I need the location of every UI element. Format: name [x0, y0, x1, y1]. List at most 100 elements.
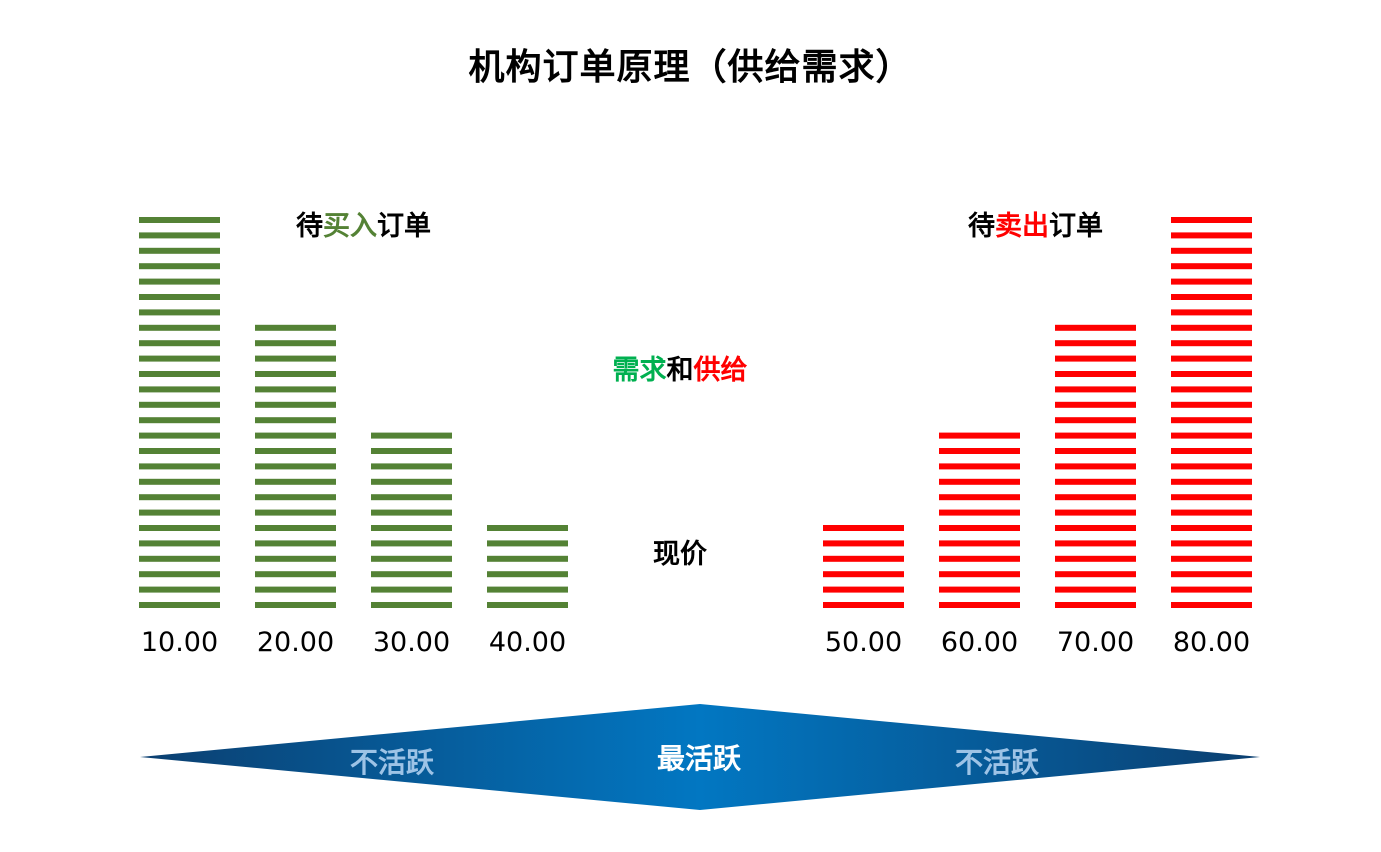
- buy-order-stack: [255, 324, 336, 608]
- sell-order-bar: [1055, 340, 1136, 347]
- page-title: 机构订单原理（供给需求）: [468, 47, 913, 88]
- buy-order-bar: [139, 309, 220, 316]
- sell-order-bar: [939, 571, 1020, 578]
- sell-order-bar: [1055, 463, 1136, 470]
- buy-order-bar: [139, 371, 220, 377]
- buy-order-bar: [139, 432, 220, 439]
- most-active-label: 最活跃: [656, 742, 741, 775]
- buy-order-bar: [139, 247, 220, 254]
- sell-order-bar: [1171, 340, 1252, 347]
- buy-order-bar: [139, 355, 220, 362]
- buy-order-bar: [371, 571, 452, 578]
- buy-order-bar: [139, 217, 220, 223]
- inactive-left-label: 不活跃: [349, 746, 434, 779]
- sell-order-bar: [1171, 232, 1252, 239]
- sell-order-bar: [1171, 309, 1252, 316]
- sell-order-bar: [1171, 217, 1252, 223]
- buy-order-bar: [487, 555, 568, 562]
- buy-order-bar: [371, 478, 452, 485]
- sell-order-bar: [1055, 355, 1136, 362]
- buy-order-bar: [255, 340, 336, 347]
- sell-order-bar: [1055, 525, 1136, 531]
- buy-order-bar: [139, 386, 220, 393]
- buy-order-bar: [139, 278, 220, 285]
- sell-order-bar: [939, 478, 1020, 485]
- demand-supply-label: 需求和供给: [612, 355, 748, 386]
- buy-order-bar: [255, 478, 336, 485]
- buy-order-bar: [371, 540, 452, 547]
- buy-order-bar: [139, 324, 220, 331]
- buy-order-bar: [139, 478, 220, 485]
- buy-order-bar: [139, 602, 220, 608]
- sell-order-bar: [939, 494, 1020, 501]
- price-tick-label: 80.00: [1172, 627, 1251, 658]
- sell-order-stack: [1171, 217, 1252, 608]
- buy-order-bar: [139, 509, 220, 516]
- buy-order-bar: [139, 417, 220, 424]
- buy-order-bar: [139, 586, 220, 593]
- buy-order-bar: [255, 494, 336, 501]
- buy-order-bar: [255, 540, 336, 547]
- sell-order-bar: [1171, 294, 1252, 300]
- sell-order-bar: [1055, 324, 1136, 331]
- sell-order-bar: [939, 602, 1020, 608]
- sell-order-bar: [1171, 602, 1252, 608]
- buy-order-bar: [255, 324, 336, 331]
- activity-banner: [140, 704, 1260, 810]
- sell-order-bar: [1171, 355, 1252, 362]
- price-tick-label: 60.00: [940, 627, 1019, 658]
- sell-order-bar: [939, 509, 1020, 516]
- sell-order-stack: [939, 432, 1020, 608]
- price-tick-label: 10.00: [140, 627, 219, 658]
- sell-order-bar: [823, 571, 904, 578]
- sell-order-bar: [939, 586, 1020, 593]
- buy-order-stack: [487, 525, 568, 608]
- sell-order-bar: [939, 540, 1020, 547]
- buy-order-stack: [371, 432, 452, 608]
- buy-order-bar: [371, 432, 452, 439]
- buy-order-bar: [371, 509, 452, 516]
- buy-order-bar: [371, 525, 452, 531]
- sell-order-bar: [1055, 540, 1136, 547]
- sell-order-bar: [1171, 247, 1252, 254]
- buy-order-bar: [487, 525, 568, 531]
- buy-order-bar: [139, 340, 220, 347]
- buy-order-bar: [139, 571, 220, 578]
- sell-order-bar: [1171, 540, 1252, 547]
- sell-order-bar: [1171, 401, 1252, 408]
- sell-order-bar: [1171, 263, 1252, 270]
- sell-order-bar: [1171, 525, 1252, 531]
- sell-order-bar: [1171, 478, 1252, 485]
- buy-order-bar: [487, 602, 568, 608]
- buy-order-bar: [487, 586, 568, 593]
- buy-order-bar: [371, 448, 452, 454]
- buy-order-bar: [255, 401, 336, 408]
- buy-order-bar: [371, 602, 452, 608]
- sell-order-bar: [1055, 432, 1136, 439]
- sell-order-bar: [823, 540, 904, 547]
- buy-order-bar: [255, 371, 336, 377]
- inactive-right-label: 不活跃: [954, 746, 1039, 779]
- buy-order-bar: [255, 463, 336, 470]
- sell-order-bar: [1171, 509, 1252, 516]
- buy-order-bar: [139, 263, 220, 270]
- sell-order-bar: [1171, 386, 1252, 393]
- sell-order-bar: [1171, 417, 1252, 424]
- sell-order-stack: [1055, 324, 1136, 608]
- price-tick-label: 30.00: [372, 627, 451, 658]
- buy-order-bar: [371, 463, 452, 470]
- sell-order-bar: [1055, 571, 1136, 578]
- price-tick-label: 40.00: [488, 627, 567, 658]
- buy-order-bar: [139, 555, 220, 562]
- activity-banner-shape: [140, 704, 1260, 810]
- sell-order-bar: [939, 525, 1020, 531]
- buy-order-bar: [255, 571, 336, 578]
- buy-order-bar: [139, 448, 220, 454]
- sell-order-bar: [939, 432, 1020, 439]
- buy-order-bar: [255, 586, 336, 593]
- buy-order-bar: [255, 355, 336, 362]
- sell-order-bar: [939, 448, 1020, 454]
- sell-order-bar: [1055, 371, 1136, 377]
- sell-order-bar: [1171, 371, 1252, 377]
